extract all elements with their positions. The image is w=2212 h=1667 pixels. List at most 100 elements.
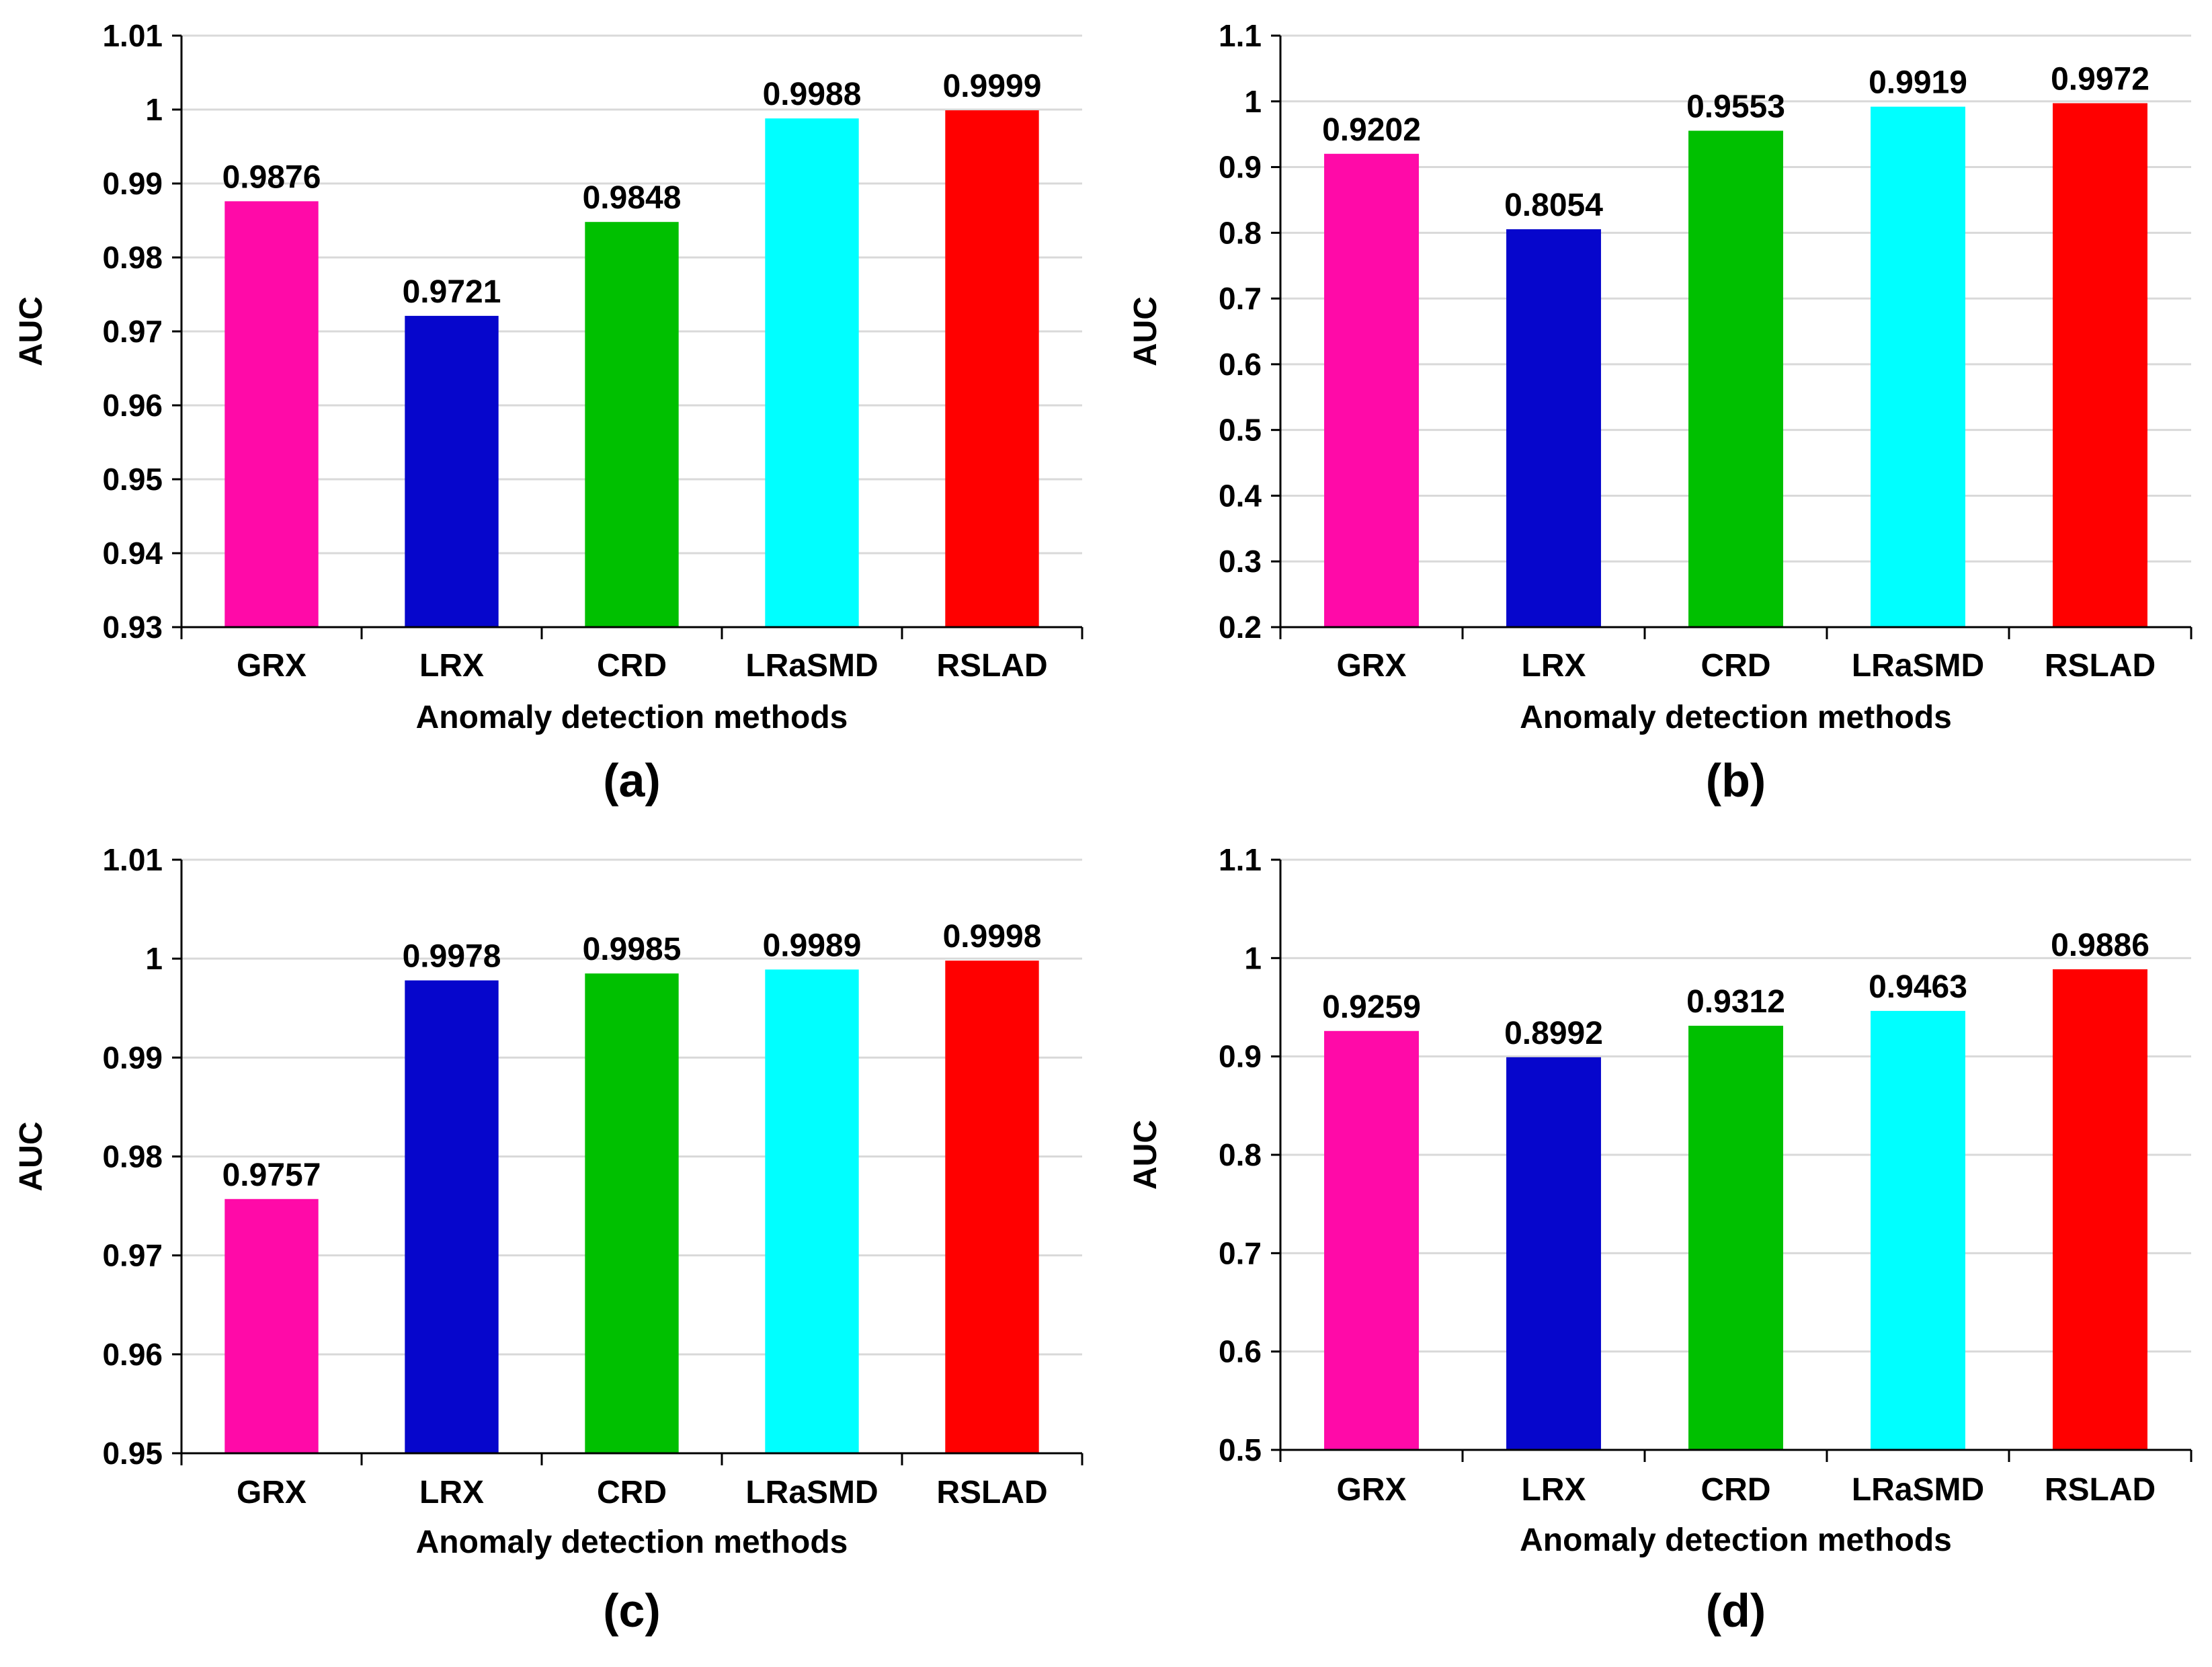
x-tick-label: LRX bbox=[1522, 1472, 1586, 1508]
y-tick-label: 0.96 bbox=[102, 388, 163, 423]
y-tick-label: 1.1 bbox=[1219, 18, 1262, 53]
data-label: 0.9999 bbox=[943, 69, 1042, 104]
y-tick-label: 1.01 bbox=[102, 18, 163, 53]
x-axis-title: Anomaly detection methods bbox=[416, 1524, 848, 1560]
x-tick-label: CRD bbox=[597, 1475, 667, 1510]
y-tick-label: 0.6 bbox=[1219, 1334, 1262, 1369]
y-axis-title: AUC bbox=[1128, 296, 1163, 366]
y-tick-label: 0.98 bbox=[102, 240, 163, 275]
bar-lrasmd bbox=[765, 118, 859, 627]
data-label: 0.9985 bbox=[583, 932, 682, 967]
bar-grx bbox=[1324, 1030, 1419, 1450]
data-label: 0.9757 bbox=[222, 1157, 321, 1193]
panel-caption: (d) bbox=[1706, 1584, 1766, 1637]
y-tick-label: 1 bbox=[145, 941, 163, 976]
bar-crd bbox=[1688, 130, 1783, 628]
data-label: 0.9202 bbox=[1322, 112, 1421, 148]
x-tick-label: RSLAD bbox=[2045, 648, 2156, 684]
y-tick-label: 0.9 bbox=[1219, 150, 1262, 185]
bar-lrx bbox=[405, 315, 499, 627]
x-tick-label: LRX bbox=[419, 648, 484, 684]
x-tick-label: RSLAD bbox=[936, 648, 1047, 684]
x-tick-label: GRX bbox=[237, 648, 306, 684]
panel-d: 0.9259 0.8992 0.9312 0.9463 0.9886 0.5 0.6 0.7 0… bbox=[1128, 842, 2193, 1637]
y-tick-label: 1.1 bbox=[1219, 842, 1262, 877]
bar-grx bbox=[1324, 153, 1419, 627]
bar-crd bbox=[1688, 1026, 1783, 1450]
x-tick-label: RSLAD bbox=[936, 1475, 1047, 1510]
data-label: 0.9988 bbox=[763, 77, 862, 112]
bar-rslad bbox=[2053, 969, 2147, 1450]
data-label: 0.9312 bbox=[1686, 984, 1785, 1020]
x-tick-label: LRaSMD bbox=[745, 1475, 878, 1510]
y-tick-label: 1 bbox=[1244, 84, 1262, 119]
y-tick-label: 1 bbox=[145, 92, 163, 127]
panel-c: 0.9757 0.9978 0.9985 0.9989 0.9998 0.95 0.96 0.… bbox=[13, 842, 1083, 1637]
x-tick-label: CRD bbox=[1701, 648, 1771, 684]
y-tick-label: 1.01 bbox=[102, 842, 163, 877]
x-axis-title: Anomaly detection methods bbox=[1520, 1522, 1952, 1558]
panel-caption: (a) bbox=[603, 754, 661, 807]
bar-lrx bbox=[1506, 229, 1601, 627]
data-label: 0.9553 bbox=[1686, 89, 1785, 124]
bar-rslad bbox=[945, 110, 1039, 628]
x-tick-label: LRaSMD bbox=[745, 648, 878, 684]
y-tick-label: 0.2 bbox=[1219, 610, 1262, 645]
y-tick-label: 0.98 bbox=[102, 1139, 163, 1174]
y-tick-label: 0.97 bbox=[102, 314, 163, 349]
y-tick-label: 0.9 bbox=[1219, 1039, 1262, 1074]
data-label: 0.9978 bbox=[403, 939, 501, 975]
x-tick-label: RSLAD bbox=[2045, 1472, 2156, 1508]
y-tick-label: 0.94 bbox=[102, 536, 163, 571]
x-tick-label: LRaSMD bbox=[1852, 1472, 1984, 1508]
x-tick-label: CRD bbox=[1701, 1472, 1771, 1508]
y-tick-label: 0.5 bbox=[1219, 413, 1262, 448]
y-tick-label: 0.95 bbox=[102, 1436, 163, 1471]
y-tick-label: 0.8 bbox=[1219, 215, 1262, 250]
data-label: 0.9721 bbox=[403, 274, 501, 310]
data-label: 0.8992 bbox=[1504, 1016, 1603, 1051]
bar-rslad bbox=[945, 961, 1039, 1453]
data-label: 0.9886 bbox=[2051, 928, 2149, 963]
y-tick-label: 0.5 bbox=[1219, 1432, 1262, 1467]
data-label: 0.9848 bbox=[583, 180, 682, 216]
panel-caption: (b) bbox=[1706, 754, 1766, 807]
y-axis-title: AUC bbox=[13, 296, 49, 366]
y-tick-label: 0.95 bbox=[102, 462, 163, 497]
y-axis-title: AUC bbox=[13, 1122, 49, 1192]
y-tick-label: 0.8 bbox=[1219, 1137, 1262, 1172]
data-label: 0.9919 bbox=[1869, 65, 1967, 101]
panel-b: 0.9202 0.8054 0.9553 0.9919 0.9972 0.2 0.3 0.4 0… bbox=[1128, 18, 2193, 807]
y-tick-label: 0.99 bbox=[102, 166, 163, 201]
data-label: 0.8054 bbox=[1504, 188, 1603, 223]
y-tick-label: 0.7 bbox=[1219, 1235, 1262, 1270]
y-tick-label: 0.97 bbox=[102, 1238, 163, 1273]
y-tick-label: 0.7 bbox=[1219, 281, 1262, 316]
bar-lrasmd bbox=[1871, 1010, 1965, 1450]
y-tick-label: 0.93 bbox=[102, 610, 163, 645]
bar-lrx bbox=[405, 980, 499, 1453]
y-tick-label: 0.99 bbox=[102, 1040, 163, 1075]
bar-crd bbox=[585, 222, 679, 627]
bar-grx bbox=[224, 1198, 319, 1453]
x-tick-label: CRD bbox=[597, 648, 667, 684]
x-tick-label: GRX bbox=[1336, 648, 1406, 684]
y-tick-label: 1 bbox=[1244, 940, 1262, 975]
bar-crd bbox=[585, 973, 679, 1453]
y-axis-title: AUC bbox=[1128, 1120, 1163, 1190]
x-tick-label: GRX bbox=[237, 1475, 306, 1510]
data-label: 0.9876 bbox=[222, 159, 321, 195]
x-tick-label: LRX bbox=[1522, 648, 1586, 684]
bar-rslad bbox=[2053, 103, 2147, 627]
data-label: 0.9972 bbox=[2051, 62, 2149, 97]
bar-lrasmd bbox=[765, 969, 859, 1453]
x-tick-label: GRX bbox=[1336, 1472, 1406, 1508]
data-label: 0.9463 bbox=[1869, 969, 1967, 1005]
data-label: 0.9259 bbox=[1322, 989, 1421, 1025]
x-tick-label: LRX bbox=[419, 1475, 484, 1510]
y-tick-label: 0.3 bbox=[1219, 544, 1262, 579]
x-tick-label: LRaSMD bbox=[1852, 648, 1984, 684]
y-tick-label: 0.96 bbox=[102, 1337, 163, 1372]
y-tick-label: 0.4 bbox=[1219, 478, 1262, 513]
